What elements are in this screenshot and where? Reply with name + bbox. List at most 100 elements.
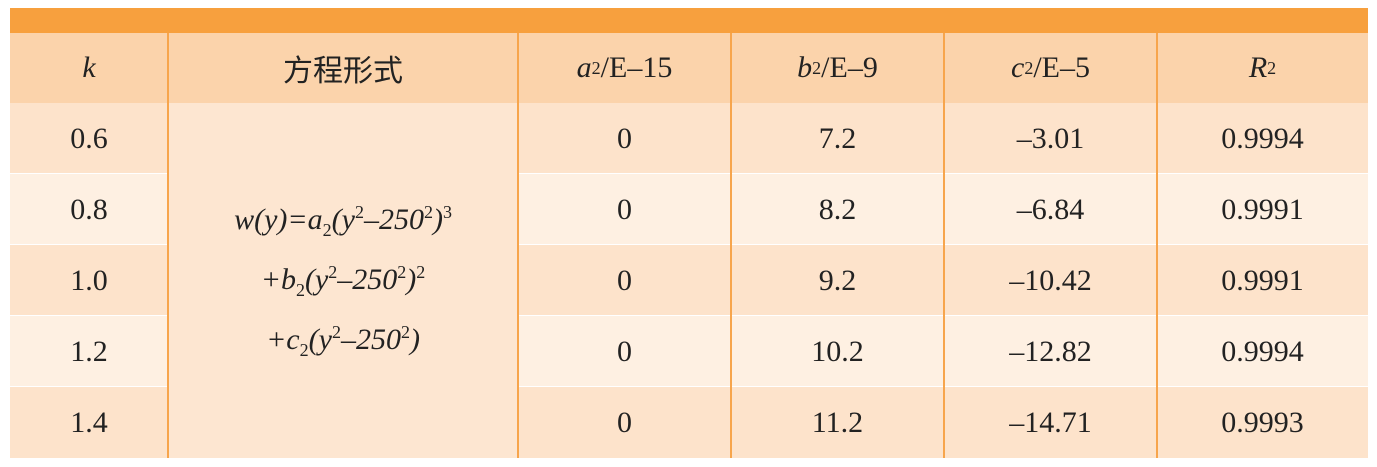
data-cell: 0.9991 <box>1157 245 1368 316</box>
cell-text: 0.9994 <box>1221 334 1304 368</box>
header-var: R <box>1248 51 1268 84</box>
cell-text: 8.2 <box>818 192 857 226</box>
data-cell: 0.9991 <box>1157 174 1368 245</box>
cell-text: 0.8 <box>70 192 108 226</box>
data-cell: 0 <box>518 387 731 458</box>
row-divider <box>10 315 1368 316</box>
cell-text: 0.6 <box>70 121 108 155</box>
formula-text: ) <box>406 262 417 296</box>
data-cell: 0.6 <box>10 103 168 174</box>
data-cell: 1.2 <box>10 316 168 387</box>
header-strip <box>10 8 1368 33</box>
column-divider <box>943 33 945 458</box>
formula-text: (y <box>331 202 355 236</box>
formula-cell: w(y)=a2(y2–2502)3 +b2(y2–2502)2 +c2(y2–250… <box>168 103 518 458</box>
data-cell: 0.9994 <box>1157 103 1368 174</box>
formula-sup: 2 <box>416 261 426 282</box>
cell-text: 0.9991 <box>1221 192 1304 226</box>
formula-sup: 2 <box>354 201 364 222</box>
cell-text: 9.2 <box>818 263 857 297</box>
header-cell: c 2/E–5 <box>944 33 1157 103</box>
header-var: c <box>1011 51 1025 84</box>
cell-text: 0.9991 <box>1221 263 1304 297</box>
formula-text: +b <box>260 262 296 296</box>
cell-text: 1.2 <box>70 334 108 368</box>
header-text: 方程形式 <box>283 55 403 88</box>
formula-sub: 2 <box>299 339 309 360</box>
row-divider <box>10 173 1368 174</box>
cell-text: 0 <box>617 405 632 439</box>
formula-text: +c <box>266 322 300 356</box>
formula-sup: 2 <box>397 261 407 282</box>
data-cell: 11.2 <box>731 387 944 458</box>
header-sub: 2 <box>1024 57 1034 78</box>
formula-text: w(y)=a <box>234 202 323 236</box>
data-cell: 0.9993 <box>1157 387 1368 458</box>
data-cell: 7.2 <box>731 103 944 174</box>
formula-sup: 2 <box>423 201 433 222</box>
data-cell: 0 <box>518 245 731 316</box>
row-divider <box>10 244 1368 245</box>
formula-sup: 2 <box>331 321 341 342</box>
formula-line: w(y)=a2(y2–2502)3 <box>234 191 452 251</box>
data-cell: –12.82 <box>944 316 1157 387</box>
formula-text: –250 <box>363 202 424 236</box>
header-var: a <box>576 51 592 84</box>
row-divider <box>10 386 1368 387</box>
column-divider <box>167 33 169 458</box>
cell-text: 11.2 <box>811 405 864 439</box>
header-cell: k <box>10 33 168 103</box>
data-cell: 9.2 <box>731 245 944 316</box>
formula-sub: 2 <box>295 279 305 300</box>
header-sub: 2 <box>591 57 601 78</box>
formula-text: (y <box>304 262 329 296</box>
formula-text: –250 <box>340 322 401 356</box>
formula-text: (y <box>308 322 332 356</box>
header-cell: a 2/E–15 <box>518 33 731 103</box>
cell-text: 0.9993 <box>1221 405 1304 439</box>
cell-text: 0 <box>617 121 632 155</box>
data-cell: 0.8 <box>10 174 168 245</box>
data-cell: 10.2 <box>731 316 944 387</box>
column-divider <box>517 33 519 458</box>
data-cell: –6.84 <box>944 174 1157 245</box>
data-cell: 0 <box>518 174 731 245</box>
cell-text: –6.84 <box>1016 192 1085 226</box>
cell-text: 0 <box>617 263 632 297</box>
header-var: k <box>82 51 96 84</box>
cell-text: –10.42 <box>1009 263 1092 297</box>
cell-text: –12.82 <box>1009 334 1092 368</box>
data-cell: 0.9994 <box>1157 316 1368 387</box>
header-cell: 方程形式 <box>168 33 518 103</box>
data-cell: 0 <box>518 103 731 174</box>
formula-line: +c2(y2–2502) <box>266 311 420 371</box>
formula-sup: 3 <box>442 201 452 222</box>
cell-text: 10.2 <box>811 334 864 368</box>
data-cell: –14.71 <box>944 387 1157 458</box>
formula-line: +b2(y2–2502)2 <box>261 251 426 311</box>
header-var: b <box>797 51 813 84</box>
data-cell: –3.01 <box>944 103 1157 174</box>
header-unit: /E–5 <box>1033 51 1090 84</box>
header-unit: /E–15 <box>600 51 673 84</box>
formula-sup: 2 <box>400 321 410 342</box>
formula-text: ) <box>409 322 420 356</box>
header-cell: b 2/E–9 <box>731 33 944 103</box>
cell-text: –14.71 <box>1009 405 1092 439</box>
formula-sup: 2 <box>328 261 338 282</box>
header-sub: 2 <box>812 57 822 78</box>
data-cell: –10.42 <box>944 245 1157 316</box>
cell-text: 0 <box>617 334 632 368</box>
cell-text: 7.2 <box>818 121 857 155</box>
cell-text: 1.0 <box>70 263 108 297</box>
cell-text: –3.01 <box>1016 121 1085 155</box>
data-cell: 1.4 <box>10 387 168 458</box>
cell-text: 0 <box>617 192 632 226</box>
data-cell: 8.2 <box>731 174 944 245</box>
header-unit: /E–9 <box>821 51 878 84</box>
cell-text: 1.4 <box>70 405 108 439</box>
column-divider <box>730 33 732 458</box>
formula-sub: 2 <box>322 219 332 240</box>
